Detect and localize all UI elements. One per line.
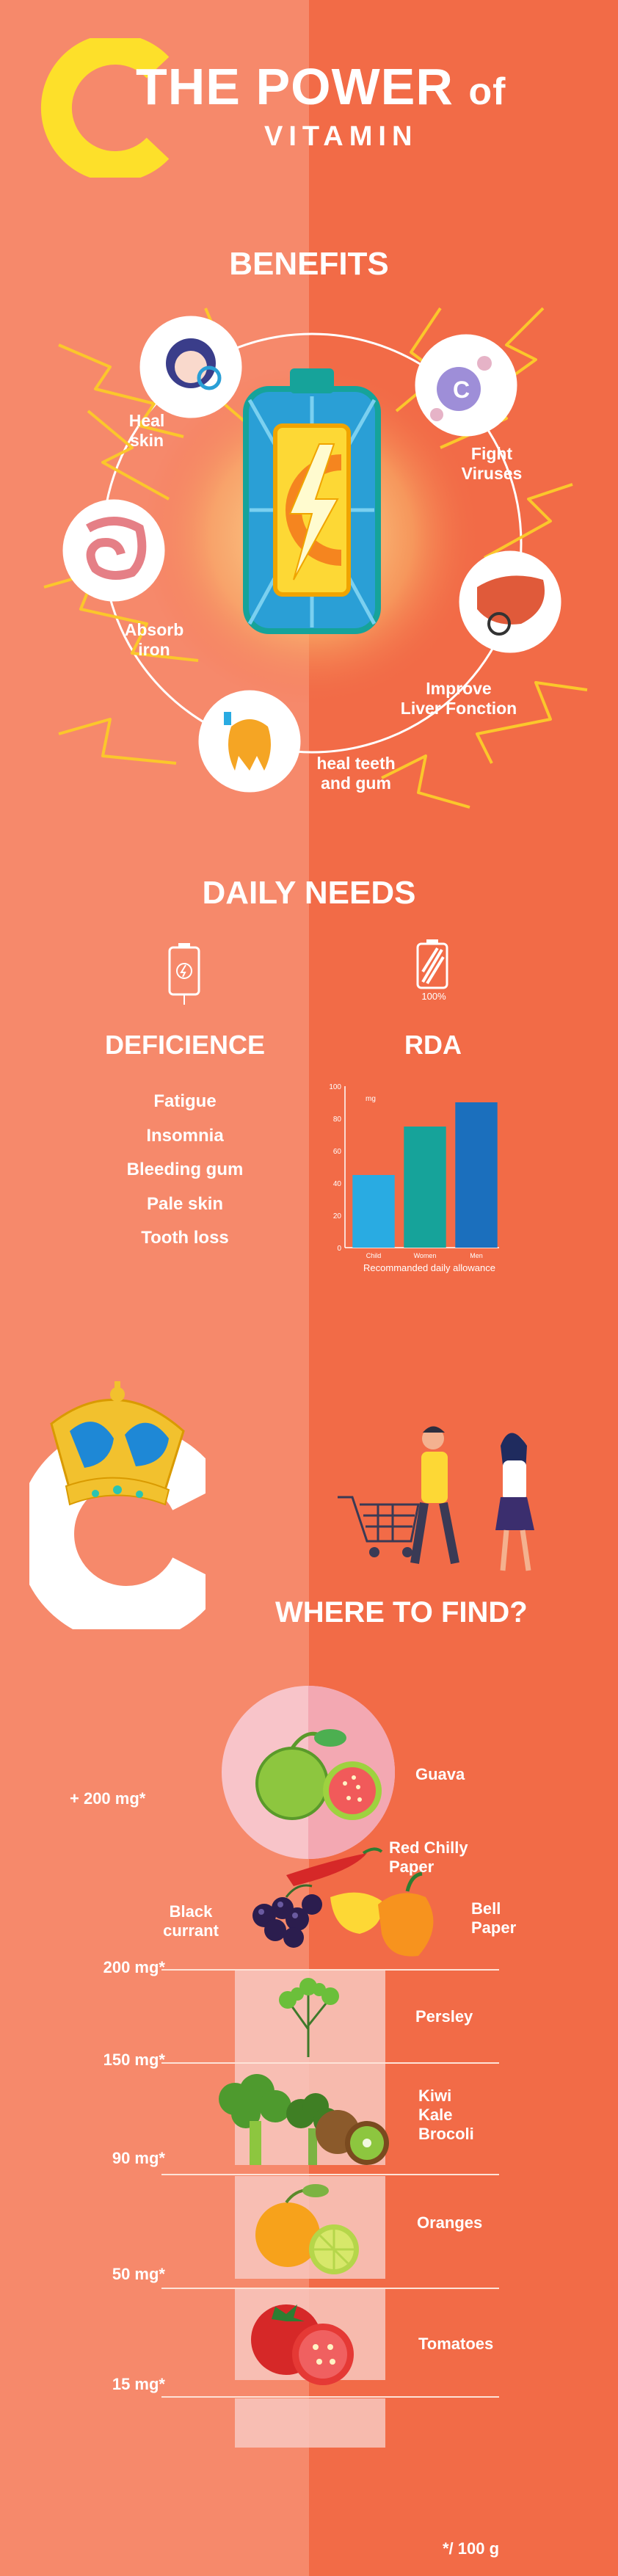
bar-women	[404, 1127, 446, 1248]
big-c-logo	[40, 38, 170, 178]
rda-title: RDA	[404, 1030, 462, 1060]
level-label: 50 mg*	[112, 2265, 165, 2283]
guava-circle	[222, 1686, 395, 1859]
chart-unit: mg	[366, 1095, 376, 1103]
deficience-item: Insomnia	[146, 1126, 224, 1146]
source-bell-paper: Bell Paper	[471, 1899, 517, 1937]
y-tick-label: 100	[329, 1083, 341, 1091]
source-tomatoes: Tomatoes	[418, 2335, 494, 2353]
kiwi-kale-brocoli-illustration	[219, 2074, 389, 2165]
source-guava: Guava	[415, 1765, 465, 1783]
battery-full-label: 100%	[421, 991, 446, 1002]
bar-men	[455, 1102, 498, 1248]
y-tick-label: 40	[333, 1180, 342, 1188]
source-persley: Persley	[415, 2007, 473, 2026]
y-tick-label: 60	[333, 1148, 342, 1156]
benefit-heal-skin: Heal skin	[128, 411, 165, 450]
battery-full-icon	[416, 939, 448, 989]
level-line	[161, 2396, 499, 2398]
deficience-item: Tooth loss	[141, 1228, 229, 1248]
deficience-item: Fatigue	[153, 1091, 217, 1111]
source-kiwi-kale-brocoli: Kiwi Kale Brocoli	[418, 2086, 474, 2143]
source-red-chilly: Red Chilly Paper	[389, 1838, 468, 1876]
level-line	[161, 2288, 499, 2289]
crown-and-c-illustration	[29, 1381, 206, 1629]
shopping-couple-illustration	[338, 1426, 534, 1571]
source-black-currant: Black currant	[163, 1902, 219, 1940]
oranges-illustration	[255, 2184, 359, 2274]
top-fruits-illustration	[252, 1847, 434, 1957]
parsley-illustration	[279, 1978, 339, 2057]
category-label: Women	[414, 1252, 437, 1259]
benefit-absorb-iron: Absorb iron	[124, 620, 184, 659]
level-band	[235, 2398, 385, 2448]
bar-child	[352, 1175, 395, 1248]
level-line	[161, 2174, 499, 2175]
benefits-title: BENEFITS	[229, 246, 389, 282]
tomatoes-illustration	[251, 2304, 354, 2385]
level-label: 90 mg*	[112, 2149, 165, 2167]
y-tick-label: 20	[333, 1212, 342, 1220]
category-label: Child	[366, 1252, 382, 1259]
level-label: 150 mg*	[103, 2051, 165, 2069]
category-label: Men	[470, 1252, 483, 1259]
benefit-heal-teeth: heal teeth and gum	[316, 754, 396, 793]
where-to-find-title: WHERE TO FIND?	[275, 1596, 528, 1629]
top-amount-label: + 200 mg*	[70, 1789, 146, 1808]
level-line	[161, 2062, 499, 2064]
level-label: 15 mg*	[112, 2375, 165, 2393]
daily-needs-title: DAILY NEEDS	[202, 875, 416, 911]
level-label: 200 mg*	[103, 1958, 165, 1976]
benefits-diagram: C	[43, 307, 588, 809]
benefit-improve-liver: Improve Liver Fonction	[400, 679, 517, 718]
deficience-item: Bleeding gum	[126, 1160, 244, 1179]
y-tick-label: 80	[333, 1116, 342, 1124]
battery-low-icon	[168, 943, 200, 1005]
deficience-title: DEFICIENCE	[104, 1030, 266, 1060]
source-oranges: Oranges	[417, 2213, 483, 2232]
page-title: THE POWER of	[136, 58, 506, 115]
benefit-fight-viruses: Fight Viruses	[461, 444, 523, 483]
level-line	[161, 1969, 499, 1971]
x-axis-label: Recommanded daily allowance	[363, 1262, 495, 1273]
svg-text:C: C	[453, 376, 470, 403]
page-subtitle: VITAMIN	[264, 121, 418, 152]
y-tick-label: 0	[337, 1245, 341, 1253]
deficience-item: Pale skin	[146, 1194, 224, 1214]
footnote: */ 100 g	[443, 2539, 500, 2558]
rda-bar-chart: mg 0 20 40 60 80 100 Child Women Men Recommande…	[329, 1083, 499, 1273]
